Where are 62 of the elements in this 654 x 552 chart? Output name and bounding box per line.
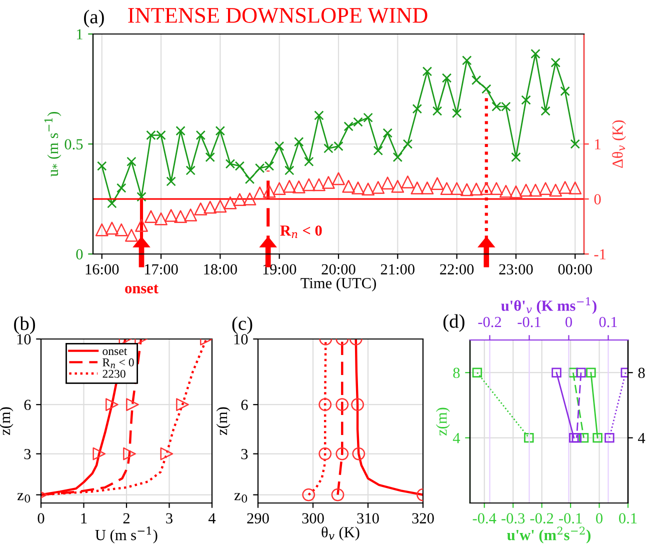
- y-axis-title: z(m): [436, 408, 450, 436]
- text: (d): [443, 314, 464, 332]
- y2-tick-label: 8: [638, 368, 645, 378]
- y-tick-label: z$_{0}$: [17, 493, 30, 503]
- x-axis-title: θ$_{v}$ (K): [322, 526, 360, 541]
- x2-tick-label: -0.2: [478, 316, 501, 328]
- x-tick-label: 00:00: [558, 264, 592, 275]
- text: (b): [14, 316, 36, 334]
- y-axis-title: u$_{*}$ (m s$^{−1}$): [44, 112, 62, 177]
- y-tick-label: 10: [17, 334, 31, 344]
- y-tick-label: 1: [76, 29, 82, 40]
- x-tick-label: 300: [302, 513, 324, 524]
- x-tick-label: 2: [123, 513, 130, 524]
- ref-line-label: R$_{n}$ < 0: [280, 225, 322, 238]
- x-axis-title: Time (UTC): [300, 278, 376, 292]
- text: (a): [84, 10, 104, 28]
- x-tick-label: -0.2: [530, 513, 554, 524]
- y-tick-label: 3: [24, 448, 31, 460]
- text: (c): [232, 316, 252, 334]
- y2-axis-title: Δθ$_{v}$ (K): [612, 120, 626, 168]
- x-axis-title: u'w' (m$^{2}$s$^{−2}$): [507, 526, 590, 544]
- y2-tick-label: -1: [594, 249, 606, 260]
- x-tick-label: 18:00: [204, 264, 238, 275]
- x-tick-label: 310: [357, 513, 379, 524]
- x2-tick-label: 0: [566, 316, 572, 328]
- y-tick-label: z$_{0}$: [234, 493, 248, 503]
- y-tick-label: 10: [234, 334, 248, 344]
- x-tick-label: 16:00: [86, 264, 119, 275]
- x-tick-label: 4: [208, 513, 216, 524]
- x2-axis-title: u'θ'$_{v}$ (K ms$^{−1}$): [501, 297, 596, 314]
- y-tick-label: 0: [76, 249, 83, 260]
- y-tick-label: 0.5: [64, 139, 83, 150]
- legend-label: R$_{n}$ < 0: [102, 358, 134, 368]
- x-axis-title: U (m s$^{−1}$): [95, 526, 158, 544]
- x-tick-label: 320: [412, 513, 434, 524]
- x-tick-label: 3: [166, 513, 172, 524]
- x-tick-label: 0: [596, 513, 603, 524]
- chart-title: INTENSE DOWNSLOPE WIND: [128, 8, 428, 24]
- x-tick-label: 20:00: [322, 264, 356, 275]
- x-tick-label: -0.3: [502, 513, 525, 524]
- ref-line-label: onset: [125, 284, 158, 294]
- legend-label: onset: [102, 348, 128, 356]
- y-tick-label: 6: [24, 400, 31, 410]
- x-tick-label: -0.4: [472, 513, 496, 524]
- legend-label: 2230: [102, 370, 126, 378]
- x-tick-label: 0: [38, 513, 44, 524]
- y2-tick-label: 0: [594, 194, 601, 204]
- y-tick-label: 6: [241, 400, 248, 410]
- x-tick-label: -0.1: [559, 513, 582, 524]
- y2-tick-label: 4: [638, 433, 646, 444]
- x-tick-label: 17:00: [144, 264, 178, 275]
- x-tick-label: 22:00: [440, 264, 474, 275]
- x-tick-label: 19:00: [263, 264, 296, 275]
- x-tick-label: 23:00: [499, 264, 533, 275]
- y-axis-title: z(m): [216, 407, 230, 436]
- x-tick-label: 0.1: [619, 513, 637, 524]
- x2-tick-label: -0.1: [518, 316, 540, 328]
- x2-tick-label: 0.1: [599, 316, 617, 328]
- x-tick-label: 21:00: [380, 264, 414, 275]
- y2-tick-label: 1: [595, 139, 600, 150]
- y-tick-label: 3: [241, 448, 248, 460]
- x-tick-label: 290: [247, 513, 269, 524]
